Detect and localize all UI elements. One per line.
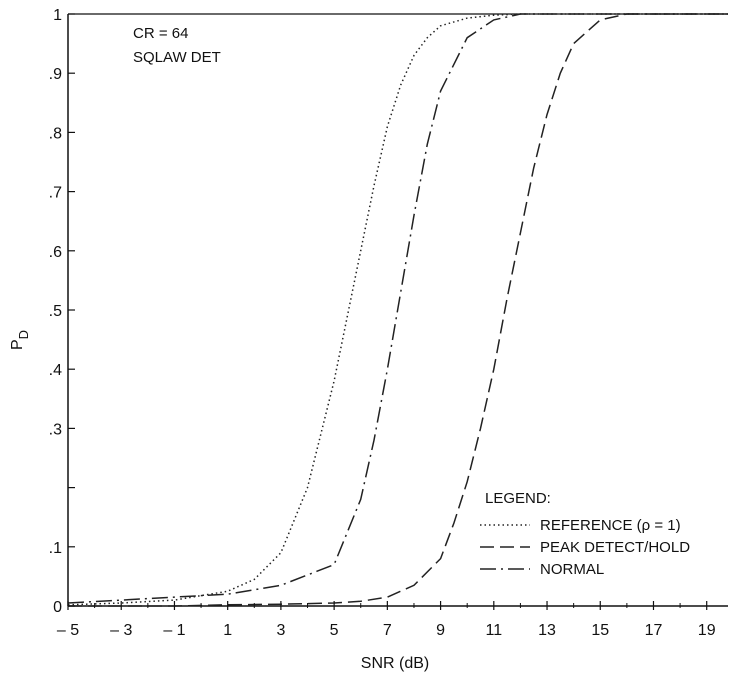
series-line-dashed xyxy=(68,13,728,607)
x-tick-label: – 3 xyxy=(110,622,132,639)
x-tick-label: – 5 xyxy=(57,622,79,639)
x-tick-label: 1 xyxy=(223,622,232,639)
x-axis-title: SNR (dB) xyxy=(361,655,429,672)
series-line-dotted xyxy=(67,13,728,606)
series-group xyxy=(67,13,728,607)
x-tick-label: 9 xyxy=(436,622,445,639)
y-tick-label: .1 xyxy=(49,540,62,557)
x-tick-label: – 1 xyxy=(163,622,185,639)
x-tick-label: 19 xyxy=(698,622,716,639)
legend: LEGEND: REFERENCE (ρ = 1) PEAK DETECT/HOL… xyxy=(480,490,690,578)
annotation-cr: CR = 64 xyxy=(133,25,188,42)
y-tick-label: .3 xyxy=(49,421,62,438)
x-tick-label: 11 xyxy=(486,622,503,639)
annotation-detector: SQLAW DET xyxy=(133,49,221,66)
svg-text:PD: PD xyxy=(9,330,31,350)
y-axis-title-subscript: D xyxy=(16,330,31,339)
y-axis-title: PD xyxy=(9,330,31,350)
y-tick-label: 1 xyxy=(53,7,62,24)
y-tick-label: .9 xyxy=(49,66,62,83)
x-tick-label: 7 xyxy=(383,622,392,639)
y-tick-label: .6 xyxy=(49,244,62,261)
ticks-group: – 5– 3– 1 1 3 5 7 9 11 13 15 17 190.1.3.4.5.6.7.8.… xyxy=(49,7,716,639)
x-tick-label: 5 xyxy=(330,622,339,639)
y-tick-label: .8 xyxy=(49,125,62,142)
y-tick-label: .4 xyxy=(49,362,62,379)
legend-label-dotted: REFERENCE (ρ = 1) xyxy=(540,517,681,534)
x-tick-label: 13 xyxy=(538,622,556,639)
y-tick-label: .5 xyxy=(49,303,62,320)
x-tick-label: 17 xyxy=(645,622,663,639)
y-tick-label: 0 xyxy=(53,599,62,616)
y-axis-title-main: P xyxy=(9,339,26,350)
legend-title: LEGEND: xyxy=(485,490,551,507)
x-tick-label: 15 xyxy=(591,622,609,639)
legend-label-dash-dot: NORMAL xyxy=(540,561,604,578)
series-line-dash-dot xyxy=(67,13,728,604)
y-tick-label: .7 xyxy=(49,185,62,202)
legend-label-dashed: PEAK DETECT/HOLD xyxy=(540,539,690,556)
x-tick-label: 3 xyxy=(276,622,285,639)
